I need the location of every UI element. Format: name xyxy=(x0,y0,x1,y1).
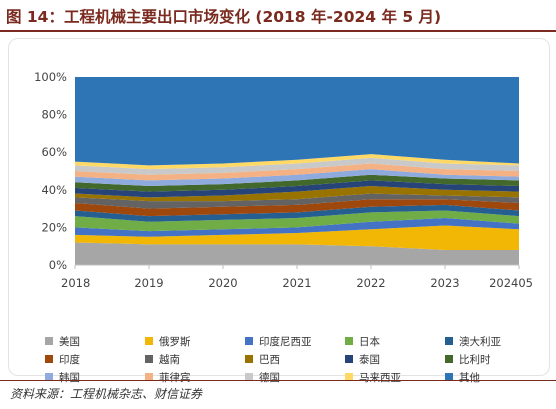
legend-swatch xyxy=(345,337,353,345)
area-layers xyxy=(75,77,519,265)
area-series-11 xyxy=(75,163,519,181)
source-note: 资料来源：工程机械杂志、财信证券 xyxy=(10,387,203,401)
legend-label: 比利时 xyxy=(459,353,491,366)
legend-label: 德国 xyxy=(259,371,280,384)
area-series-12 xyxy=(75,157,519,175)
legend-label: 泰国 xyxy=(359,353,380,366)
legend-swatch xyxy=(45,355,53,363)
y-tick-label: 0% xyxy=(49,258,67,272)
legend-swatch xyxy=(445,337,453,345)
y-tick-label: 20% xyxy=(41,220,67,234)
legend-swatch xyxy=(145,337,153,345)
legend-label: 菲律宾 xyxy=(159,371,191,384)
legend-item: 马来西亚 xyxy=(345,370,401,384)
legend-swatch xyxy=(445,373,453,381)
legend-label: 巴西 xyxy=(259,353,280,366)
chart-title: 图 14：工程机械主要出口市场变化 (2018 年-2024 年 5 月) xyxy=(6,8,442,26)
legend-item: 泰国 xyxy=(345,352,380,366)
legend-swatch xyxy=(245,373,253,381)
area-series-14 xyxy=(75,77,519,166)
x-axis: 2018 2019 2020 2021 2022 2023 202405 xyxy=(61,264,533,290)
area-series-4 xyxy=(75,204,519,222)
area-series-13 xyxy=(75,154,519,170)
y-tick-label: 40% xyxy=(41,183,67,197)
legend-item: 其他 xyxy=(445,370,480,384)
area-series-10 xyxy=(75,169,519,187)
source-divider xyxy=(0,380,556,381)
area-series-7 xyxy=(75,186,519,202)
legend-label: 越南 xyxy=(159,353,180,366)
legend-item: 日本 xyxy=(345,334,380,348)
legend-item: 菲律宾 xyxy=(145,370,191,384)
legend-item: 俄罗斯 xyxy=(145,334,191,348)
legend-item: 越南 xyxy=(145,352,180,366)
legend-item: 印度尼西亚 xyxy=(245,334,312,348)
x-tick-label: 2018 xyxy=(61,276,90,290)
area-series-3 xyxy=(75,210,519,232)
stacked-area-chart: 0%20%40%60%80%100% 2018 2019 2020 2021 2022 2… xyxy=(34,70,533,290)
legend-label: 马来西亚 xyxy=(359,371,401,384)
legend-label: 俄罗斯 xyxy=(159,335,191,348)
legend-label: 日本 xyxy=(359,335,380,348)
x-tick-label: 2021 xyxy=(282,276,311,290)
area-series-8 xyxy=(75,180,519,198)
legend-label: 印度尼西亚 xyxy=(259,335,312,348)
x-tick-label: 2022 xyxy=(356,276,385,290)
x-tick-label: 2020 xyxy=(208,276,237,290)
y-tick-label: 80% xyxy=(41,108,67,122)
area-series-6 xyxy=(75,193,519,209)
legend-swatch xyxy=(345,355,353,363)
legend-item: 比利时 xyxy=(445,352,491,366)
legend-swatch xyxy=(145,355,153,363)
legend-item: 澳大利亚 xyxy=(445,334,501,348)
legend-item: 韩国 xyxy=(45,370,80,384)
legend-swatch xyxy=(245,355,253,363)
legend-label: 韩国 xyxy=(59,371,80,384)
legend-item: 美国 xyxy=(45,334,80,348)
y-tick-label: 100% xyxy=(34,70,67,84)
y-axis: 0% 20% 40% 60% 80% 100% xyxy=(34,70,67,272)
legend-label: 美国 xyxy=(59,335,80,348)
legend-item: 印度 xyxy=(45,352,80,366)
y-tick-label: 60% xyxy=(41,145,67,159)
title-divider xyxy=(0,30,556,32)
legend-swatch xyxy=(445,355,453,363)
legend-label: 其他 xyxy=(459,371,480,384)
x-tick-label: 202405 xyxy=(489,276,533,290)
area-series-1 xyxy=(75,225,519,250)
x-tick-label: 2023 xyxy=(430,276,459,290)
legend-swatch xyxy=(45,373,53,381)
legend-item: 巴西 xyxy=(245,352,280,366)
legend-label: 澳大利亚 xyxy=(459,335,501,348)
legend-swatch xyxy=(245,337,253,345)
legend-swatch xyxy=(145,373,153,381)
area-series-5 xyxy=(75,199,519,217)
x-tick-label: 2019 xyxy=(134,276,163,290)
area-series-9 xyxy=(75,174,519,192)
legend-swatch xyxy=(45,337,53,345)
legend-label: 印度 xyxy=(59,353,80,366)
legend-item: 德国 xyxy=(245,370,280,384)
chart-panel: 0% 20% 40% 60% 80% 100% 2018 2019 2020 2021 2022 2… xyxy=(8,38,550,384)
legend-swatch xyxy=(345,373,353,381)
